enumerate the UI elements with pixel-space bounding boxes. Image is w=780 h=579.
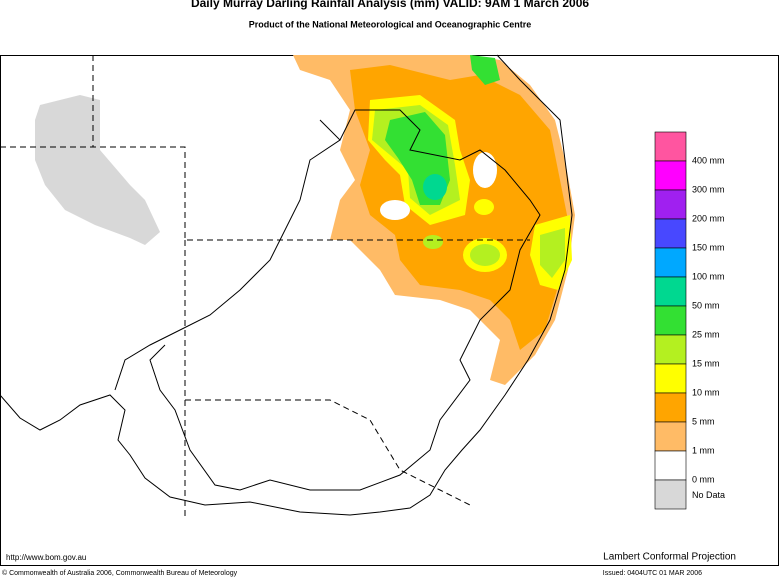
legend-swatch bbox=[654, 305, 687, 336]
legend-label: No Data bbox=[692, 490, 725, 500]
legend-label: 400 mm bbox=[692, 155, 725, 165]
rain-10mm-small bbox=[474, 199, 494, 215]
rain-0mm-gap bbox=[473, 152, 497, 188]
legend-swatch bbox=[654, 247, 687, 278]
legend-label: 5 mm bbox=[692, 416, 715, 426]
rain-25mm-north bbox=[470, 55, 500, 85]
legend-swatch bbox=[654, 160, 687, 191]
legend-label: 200 mm bbox=[692, 213, 725, 223]
rain-0mm-gap bbox=[380, 200, 410, 220]
legend-swatch bbox=[654, 450, 687, 481]
map-layers bbox=[35, 55, 575, 385]
copyright: © Commonwealth of Australia 2006, Common… bbox=[2, 569, 238, 577]
legend-swatch bbox=[654, 218, 687, 249]
coastline bbox=[0, 54, 573, 516]
legend-label: 0 mm bbox=[692, 474, 715, 484]
basin-west-edge bbox=[114, 119, 341, 391]
legend-label: 25 mm bbox=[692, 329, 720, 339]
legend-label: 300 mm bbox=[692, 184, 725, 194]
legend-swatch bbox=[654, 363, 687, 394]
rain-15mm-centre bbox=[470, 244, 500, 266]
legend-swatch bbox=[654, 131, 687, 162]
legend-swatch bbox=[654, 421, 687, 452]
legend-label: 10 mm bbox=[692, 387, 720, 397]
no-data-area bbox=[35, 95, 160, 245]
legend-swatch bbox=[654, 334, 687, 365]
legend-swatch bbox=[654, 392, 687, 423]
legend-label: 15 mm bbox=[692, 358, 720, 368]
rain-50mm bbox=[423, 174, 447, 200]
subtitle: Product of the National Meteorological a… bbox=[249, 19, 532, 29]
rain-15mm-small bbox=[423, 235, 443, 249]
legend: 400 mm 300 mm 200 mm 150 mm 100 mm 50 mm 25 mm… bbox=[654, 131, 725, 510]
projection: Lambert Conformal Projection bbox=[603, 552, 736, 563]
url: http://www.bom.gov.au bbox=[6, 553, 86, 562]
state-border-south bbox=[185, 399, 471, 506]
basin-boundary bbox=[149, 109, 541, 491]
legend-label: 1 mm bbox=[692, 445, 715, 455]
title: Daily Murray Darling Rainfall Analysis (… bbox=[191, 0, 589, 10]
legend-label: 50 mm bbox=[692, 300, 720, 310]
legend-swatch bbox=[654, 276, 687, 307]
issued: Issued: 0404UTC 01 MAR 2006 bbox=[603, 570, 702, 577]
legend-label: 100 mm bbox=[692, 271, 725, 281]
rain-15mm-east bbox=[540, 228, 565, 278]
legend-swatch bbox=[654, 479, 687, 510]
legend-swatch bbox=[654, 189, 687, 220]
boundaries bbox=[0, 54, 573, 520]
legend-label: 150 mm bbox=[692, 242, 725, 252]
